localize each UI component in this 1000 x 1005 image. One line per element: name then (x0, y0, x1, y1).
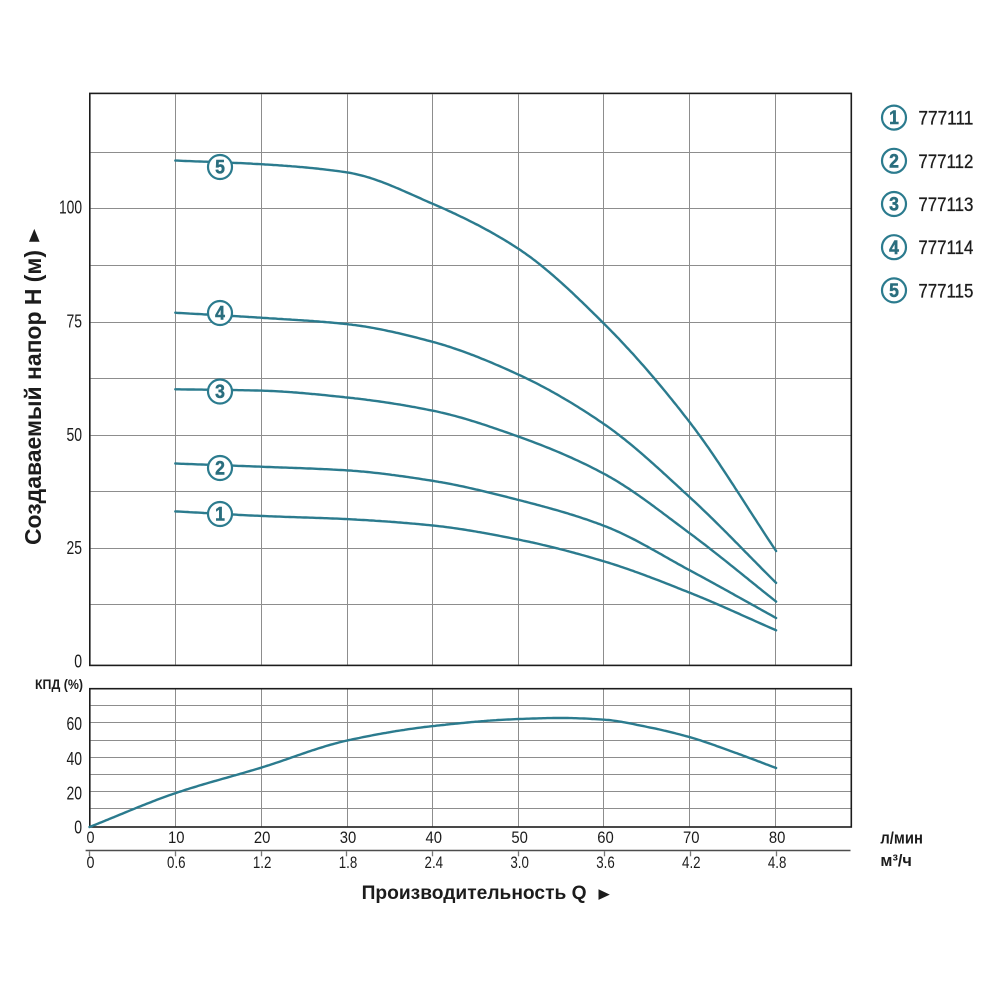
svg-text:Производительность Q: Производительность Q (362, 883, 587, 904)
svg-text:75: 75 (67, 312, 83, 332)
svg-text:25: 25 (67, 538, 83, 558)
svg-text:4: 4 (215, 303, 225, 325)
svg-text:1: 1 (889, 107, 899, 129)
svg-text:40: 40 (426, 828, 443, 847)
svg-text:4.8: 4.8 (768, 853, 787, 872)
svg-text:л/мин: л/мин (880, 829, 923, 848)
svg-text:КПД (%): КПД (%) (35, 677, 83, 692)
svg-text:1: 1 (215, 504, 225, 526)
svg-text:4.2: 4.2 (682, 853, 701, 872)
svg-text:Создаваемый напор H (м): Создаваемый напор H (м) (20, 250, 46, 545)
svg-text:10: 10 (168, 828, 185, 847)
svg-text:2: 2 (889, 150, 899, 172)
svg-text:0: 0 (87, 853, 95, 872)
svg-text:1.2: 1.2 (253, 853, 272, 872)
svg-text:0.6: 0.6 (167, 853, 186, 872)
svg-text:3: 3 (215, 381, 225, 403)
svg-text:1.8: 1.8 (339, 853, 358, 872)
svg-text:3: 3 (889, 194, 899, 216)
svg-text:40: 40 (67, 749, 83, 769)
svg-text:2: 2 (215, 458, 225, 480)
svg-text:30: 30 (340, 828, 357, 847)
svg-text:4: 4 (889, 237, 899, 259)
svg-text:3.0: 3.0 (510, 853, 529, 872)
svg-text:20: 20 (254, 828, 271, 847)
svg-text:777115: 777115 (918, 280, 973, 302)
svg-text:777112: 777112 (918, 151, 973, 173)
svg-text:2.4: 2.4 (425, 853, 444, 872)
svg-text:50: 50 (511, 828, 528, 847)
svg-text:60: 60 (67, 714, 83, 734)
svg-text:50: 50 (67, 425, 83, 445)
svg-text:70: 70 (683, 828, 700, 847)
svg-text:м³/ч: м³/ч (880, 851, 912, 870)
svg-text:20: 20 (67, 783, 83, 803)
svg-text:0: 0 (74, 652, 82, 672)
svg-text:100: 100 (59, 198, 82, 218)
svg-text:777114: 777114 (918, 237, 973, 259)
svg-text:80: 80 (769, 828, 786, 847)
svg-text:0: 0 (74, 818, 82, 838)
svg-text:5: 5 (215, 157, 225, 179)
svg-text:3.6: 3.6 (596, 853, 615, 872)
svg-text:777111: 777111 (918, 108, 973, 130)
svg-text:0: 0 (87, 828, 95, 847)
svg-text:5: 5 (889, 280, 899, 302)
svg-text:60: 60 (597, 828, 614, 847)
svg-text:777113: 777113 (918, 194, 973, 216)
